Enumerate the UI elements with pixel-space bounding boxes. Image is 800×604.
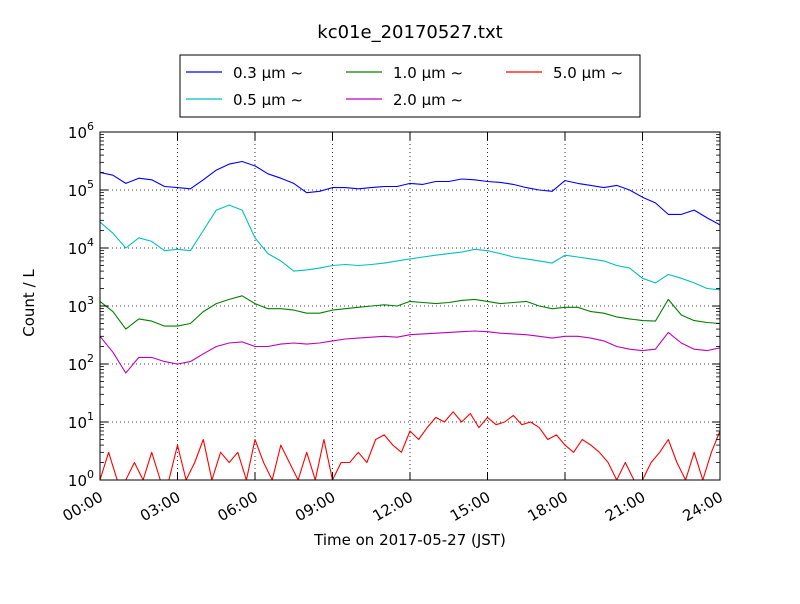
x-tick-label: 21:00 [602,488,648,525]
x-tick-label: 15:00 [447,488,493,525]
y-axis-label: Count / L [20,269,38,337]
x-tick-label: 06:00 [215,488,261,525]
legend-label-0: 0.3 μm ∼ [233,64,303,82]
x-axis-label: Time on 2017-05-27 (JST) [313,531,506,549]
x-tick-label: 00:00 [60,488,106,525]
y-tick-label: 100 [68,468,94,490]
y-tick-label: 105 [68,178,94,200]
y-tick-label: 101 [68,410,94,432]
legend-label-2: 1.0 μm ∼ [393,64,463,82]
series-line-0 [99,160,721,226]
legend-label-1: 0.5 μm ∼ [233,91,303,109]
x-tick-label: 09:00 [292,488,338,525]
legend: 0.3 μm ∼ 0.5 μm ∼ 1.0 μm ∼ 2.0 μm ∼ 5.0 μm ∼ [179,54,641,118]
x-tick-label: 03:00 [137,488,183,525]
chart-title: kc01e_20170527.txt [317,22,502,43]
series-line-2 [99,295,721,330]
series-line-3 [99,330,721,374]
legend-label-4: 5.0 μm ∼ [553,64,623,82]
y-tick-label: 104 [68,236,94,258]
y-tick-label: 102 [68,352,94,374]
legend-box [179,54,641,118]
y-tick-label: 103 [68,294,94,316]
x-tick-label: 18:00 [525,488,571,525]
series-line-1 [99,204,721,291]
x-tick-label: 12:00 [370,488,416,525]
grid-lines [100,132,720,480]
y-tick-label: 106 [68,120,94,142]
legend-label-3: 2.0 μm ∼ [393,91,463,109]
x-tick-label: 24:00 [680,488,726,525]
